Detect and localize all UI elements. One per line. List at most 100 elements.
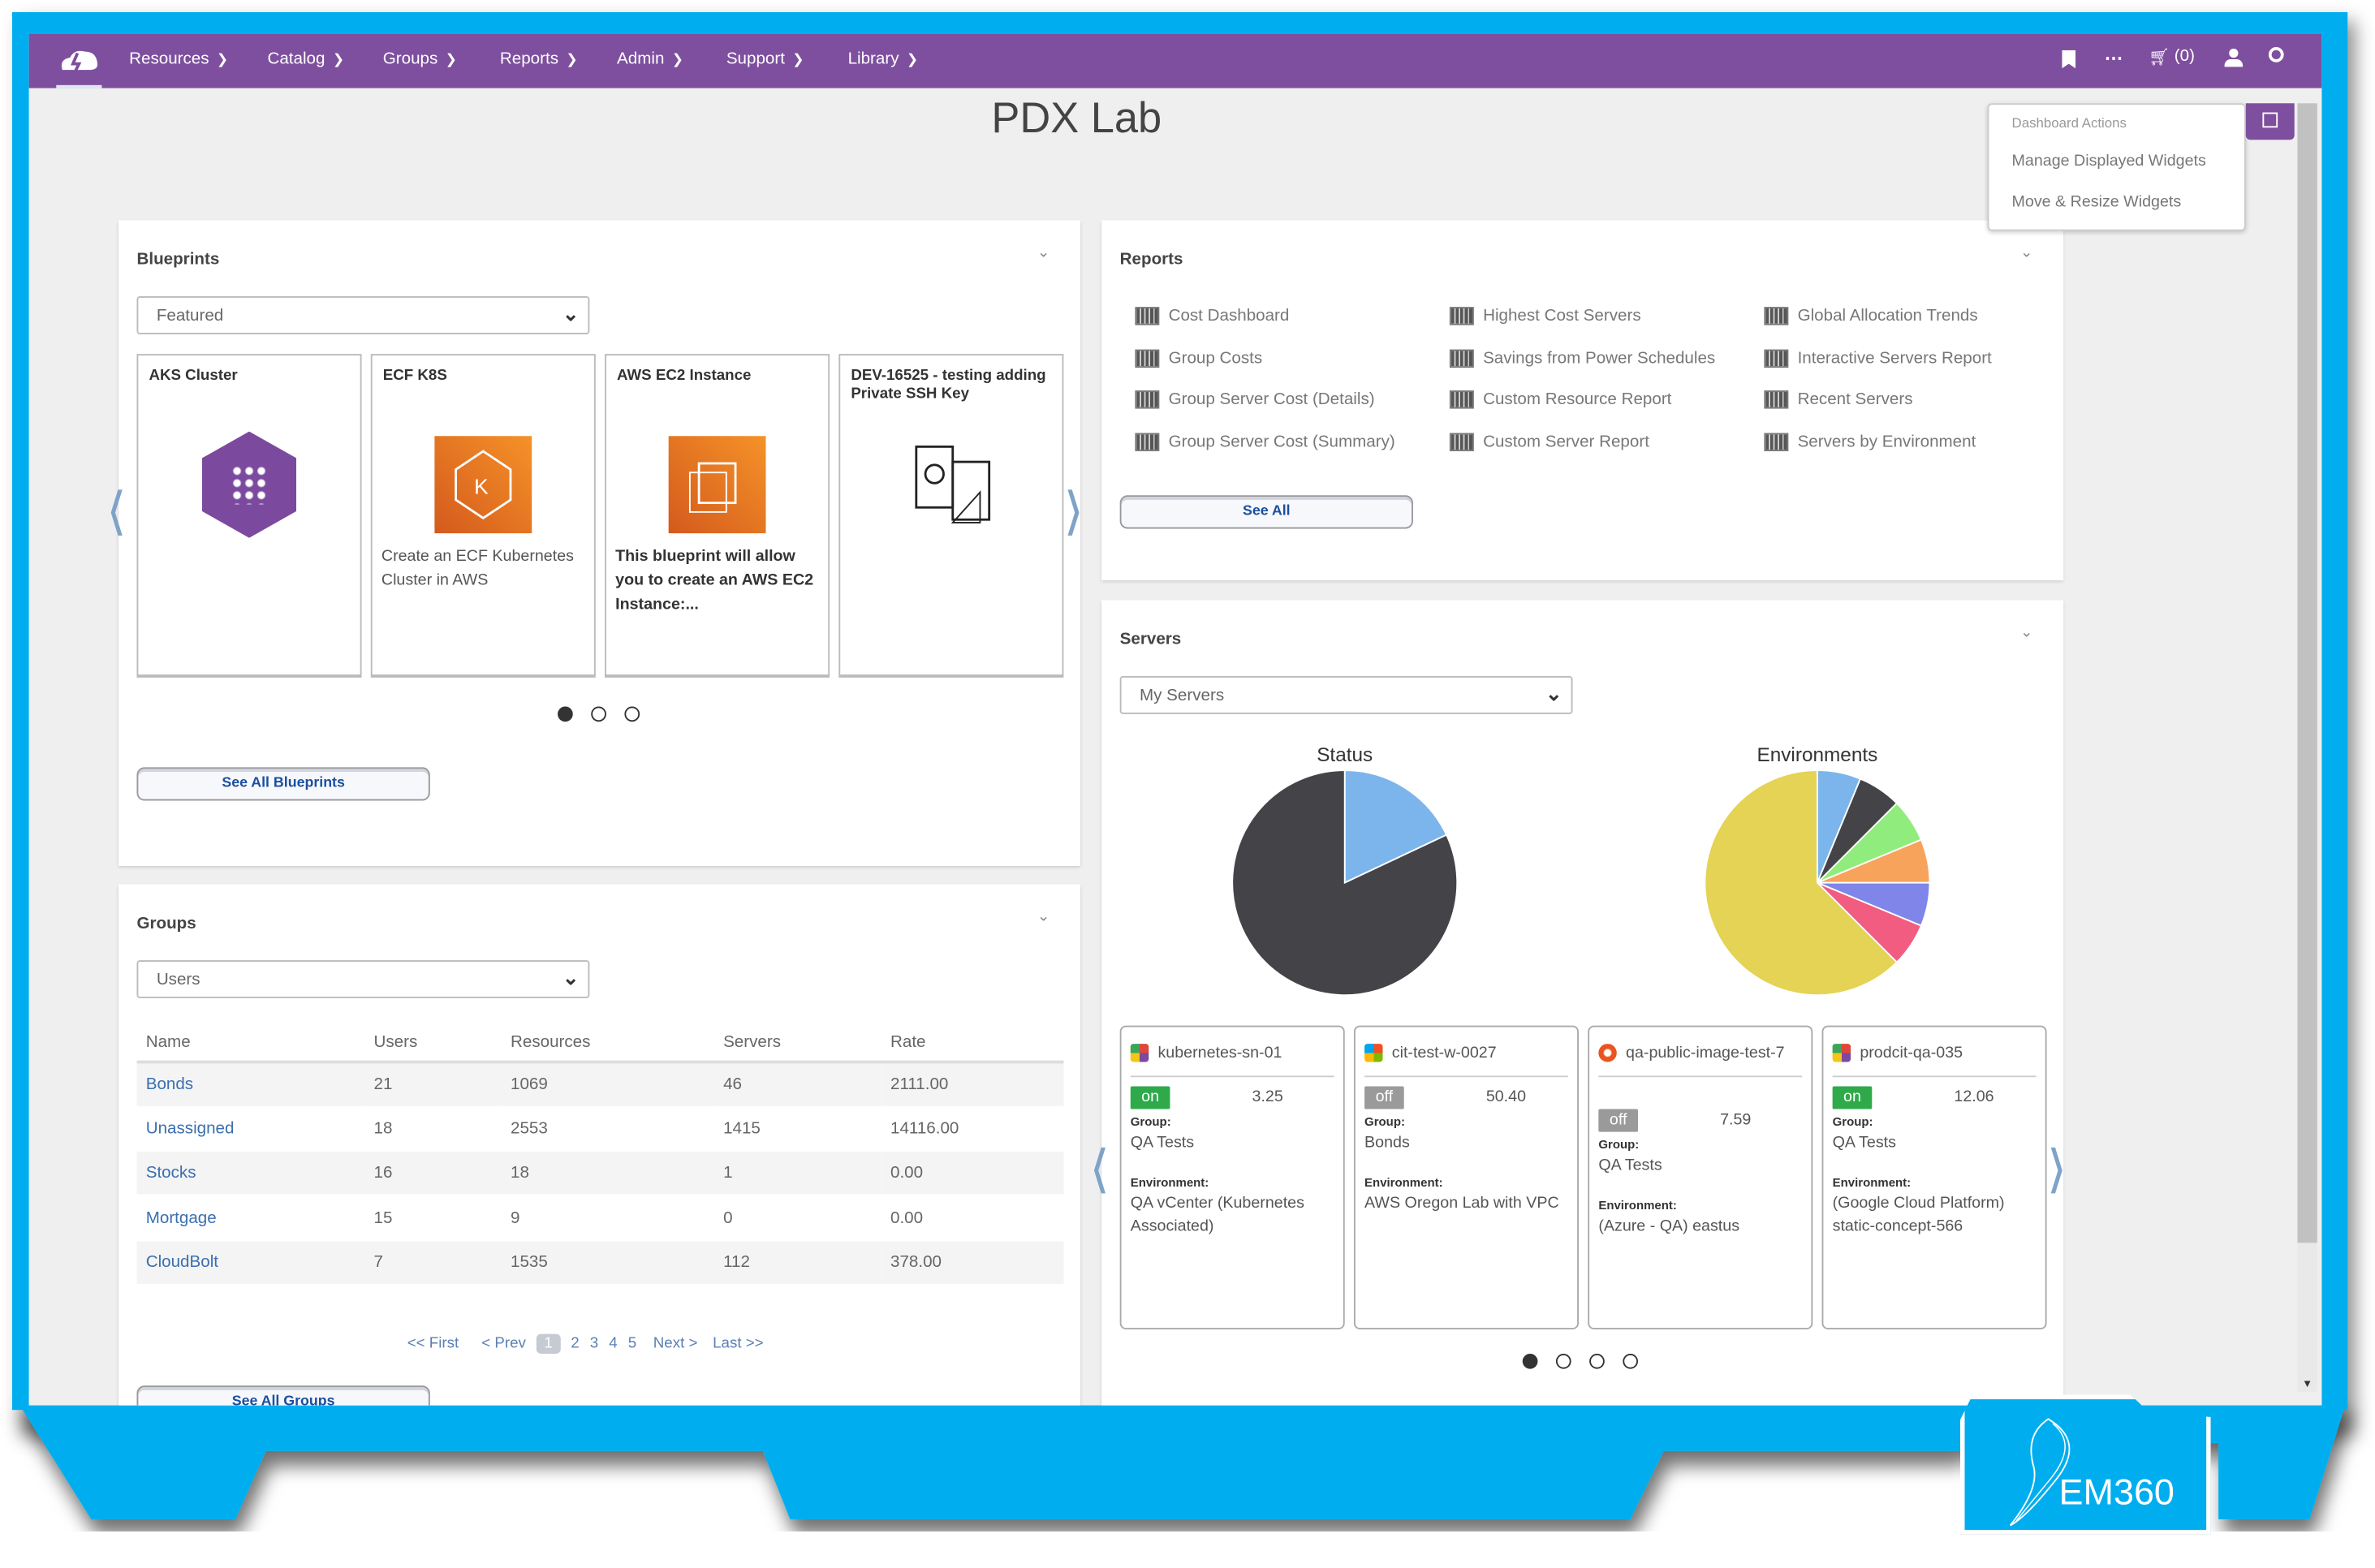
pager-page[interactable]: 2 bbox=[571, 1335, 580, 1353]
nav-groups[interactable]: Groups ❯ bbox=[383, 50, 457, 68]
report-link[interactable]: Group Server Cost (Summary) bbox=[1135, 432, 1395, 451]
nav-support[interactable]: Support ❯ bbox=[726, 50, 804, 68]
pager-prev[interactable]: < Prev bbox=[481, 1335, 526, 1353]
nav-admin[interactable]: Admin ❯ bbox=[617, 50, 683, 68]
group-name-link[interactable]: Mortgage bbox=[136, 1195, 365, 1241]
group-label: Group: bbox=[1832, 1115, 1873, 1129]
blueprints-filter-select[interactable]: Featured ⌄ bbox=[136, 296, 590, 334]
report-link[interactable]: Interactive Servers Report bbox=[1764, 348, 1992, 368]
server-card[interactable]: qa-public-image-test-7 off 7.59 Group: Q… bbox=[1588, 1025, 1813, 1329]
nav-catalog[interactable]: Catalog ❯ bbox=[267, 50, 343, 68]
report-link[interactable]: Custom Resource Report bbox=[1449, 390, 1671, 409]
blueprint-card[interactable]: ECF K8S K Create an ECF Kubernetes Clust… bbox=[370, 354, 596, 678]
cloudbolt-logo-icon[interactable] bbox=[56, 45, 101, 75]
report-link[interactable]: Highest Cost Servers bbox=[1449, 307, 1641, 325]
nav-resources[interactable]: Resources ❯ bbox=[129, 50, 228, 68]
column-header[interactable]: Resources bbox=[501, 1022, 714, 1064]
servers-panel: Servers ⌄ My Servers ⌄ Status Environment… bbox=[1089, 600, 2067, 1406]
carousel-dot[interactable] bbox=[624, 706, 640, 722]
table-cell: 18 bbox=[501, 1151, 714, 1197]
see-all-reports-button[interactable]: See All bbox=[1119, 495, 1413, 529]
report-link[interactable]: Savings from Power Schedules bbox=[1449, 348, 1715, 368]
see-all-groups-button[interactable]: See All Groups bbox=[136, 1385, 430, 1406]
carousel-dot[interactable] bbox=[1555, 1353, 1571, 1369]
menu-item-manage-widgets[interactable]: Manage Displayed Widgets bbox=[2011, 152, 2206, 170]
tree-icon[interactable]: ⋯ bbox=[2104, 47, 2123, 69]
server-card[interactable]: prodcit-qa-035 on 12.06 Group: QA Tests … bbox=[1821, 1025, 2047, 1329]
blueprint-card[interactable]: AKS Cluster bbox=[136, 354, 362, 678]
pager-page[interactable]: 4 bbox=[609, 1335, 618, 1353]
report-link[interactable]: Cost Dashboard bbox=[1135, 307, 1289, 325]
cart-button[interactable]: 🛒︎ (0) bbox=[2149, 47, 2195, 67]
carousel-dot[interactable] bbox=[1589, 1353, 1605, 1369]
server-name[interactable]: prodcit-qa-035 bbox=[1860, 1044, 1963, 1062]
carousel-dot-active[interactable] bbox=[558, 706, 573, 722]
carousel-next-arrow[interactable]: ⟩ bbox=[2046, 1140, 2067, 1200]
report-link[interactable]: Servers by Environment bbox=[1764, 432, 1976, 451]
chevron-down-icon: ❯ bbox=[332, 50, 344, 67]
chevron-down-icon: ❯ bbox=[445, 50, 457, 67]
group-name-link[interactable]: Bonds bbox=[136, 1062, 365, 1108]
report-link[interactable]: Global Allocation Trends bbox=[1764, 307, 1978, 325]
groups-filter-select[interactable]: Users ⌄ bbox=[136, 960, 590, 998]
servers-filter-select[interactable]: My Servers ⌄ bbox=[1119, 676, 1573, 714]
server-name[interactable]: cit-test-w-0027 bbox=[1391, 1044, 1497, 1062]
carousel-prev-arrow[interactable]: ⟨ bbox=[106, 483, 127, 541]
scrollbar-thumb[interactable] bbox=[2297, 103, 2317, 1243]
user-icon[interactable] bbox=[2224, 48, 2244, 68]
report-link[interactable]: Group Server Cost (Details) bbox=[1135, 390, 1375, 409]
column-header[interactable]: Users bbox=[364, 1022, 502, 1064]
column-header[interactable]: Name bbox=[136, 1022, 365, 1064]
pager-page[interactable]: 5 bbox=[627, 1335, 637, 1353]
report-link-label: Group Server Cost (Details) bbox=[1168, 390, 1375, 409]
server-name[interactable]: qa-public-image-test-7 bbox=[1626, 1044, 1785, 1062]
table-cell: 0.00 bbox=[881, 1151, 1064, 1197]
column-header[interactable]: Servers bbox=[713, 1022, 881, 1064]
table-row: CloudBolt 7 1535 112 378.00 bbox=[136, 1239, 1064, 1286]
report-link[interactable]: Group Costs bbox=[1135, 348, 1262, 368]
pager-next[interactable]: Next > bbox=[653, 1335, 698, 1353]
report-table-icon bbox=[1449, 432, 1474, 451]
group-name-link[interactable]: Stocks bbox=[136, 1151, 365, 1197]
group-name-link[interactable]: Unassigned bbox=[136, 1106, 365, 1152]
panel-title: Blueprints bbox=[136, 250, 220, 269]
power-status-badge: off bbox=[1364, 1086, 1404, 1109]
bookmark-icon[interactable] bbox=[2062, 50, 2076, 69]
pie-slice-0-0[interactable] bbox=[1343, 769, 1448, 885]
see-all-blueprints-button[interactable]: See All Blueprints bbox=[136, 767, 430, 801]
table-cell: 18 bbox=[364, 1106, 502, 1152]
pager-page-current[interactable]: 1 bbox=[536, 1333, 561, 1354]
pager-first[interactable]: << First bbox=[407, 1335, 459, 1353]
collapse-chevron-icon[interactable]: ⌄ bbox=[2020, 624, 2033, 641]
carousel-dot-active[interactable] bbox=[1522, 1353, 1538, 1369]
dashboard-actions-button[interactable] bbox=[2245, 103, 2295, 140]
server-card[interactable]: kubernetes-sn-01 on 3.25 Group: QA Tests… bbox=[1119, 1025, 1345, 1329]
pie-slice-0-1[interactable] bbox=[1231, 769, 1459, 997]
collapse-chevron-icon[interactable]: ⌄ bbox=[1037, 908, 1050, 926]
menu-item-move-resize-widgets[interactable]: Move & Resize Widgets bbox=[2011, 192, 2182, 212]
carousel-dot[interactable] bbox=[591, 706, 606, 722]
collapse-chevron-icon[interactable]: ⌄ bbox=[1037, 244, 1050, 261]
server-name[interactable]: kubernetes-sn-01 bbox=[1157, 1044, 1282, 1062]
nav-library[interactable]: Library ❯ bbox=[848, 50, 918, 68]
server-card[interactable]: cit-test-w-0027 off 50.40 Group: Bonds E… bbox=[1353, 1025, 1580, 1329]
scroll-down-icon[interactable]: ▼ bbox=[2302, 1379, 2313, 1390]
collapse-chevron-icon[interactable]: ⌄ bbox=[2020, 244, 2033, 261]
carousel-next-arrow[interactable]: ⟩ bbox=[1063, 483, 1084, 541]
scrollbar[interactable] bbox=[2297, 103, 2317, 1392]
pie-slice-1-6[interactable] bbox=[1704, 769, 1899, 997]
pager-last[interactable]: Last >> bbox=[713, 1335, 764, 1353]
report-link[interactable]: Custom Server Report bbox=[1449, 432, 1649, 451]
search-icon[interactable] bbox=[2268, 47, 2284, 62]
pager-page[interactable]: 3 bbox=[589, 1335, 599, 1353]
carousel-prev-arrow[interactable]: ⟨ bbox=[1089, 1140, 1110, 1200]
blueprint-card[interactable]: AWS EC2 Instance This blueprint will all… bbox=[605, 354, 830, 678]
column-header[interactable]: Rate bbox=[881, 1022, 1064, 1064]
carousel-dot[interactable] bbox=[1623, 1353, 1639, 1369]
blueprint-card[interactable]: DEV-16525 - testing adding Private SSH K… bbox=[838, 354, 1064, 678]
group-name-link[interactable]: CloudBolt bbox=[136, 1239, 365, 1286]
svg-text:K: K bbox=[474, 474, 489, 498]
nav-reports[interactable]: Reports ❯ bbox=[500, 50, 578, 68]
report-link[interactable]: Recent Servers bbox=[1764, 390, 1912, 409]
